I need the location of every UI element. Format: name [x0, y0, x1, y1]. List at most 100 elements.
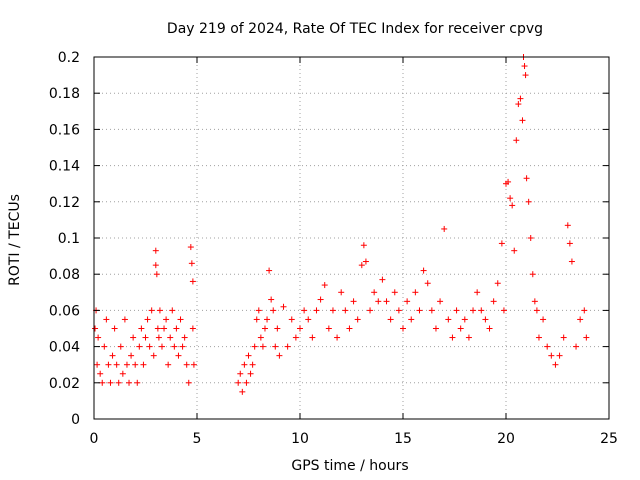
data-point — [552, 361, 559, 368]
data-point — [513, 137, 520, 144]
data-point — [581, 307, 588, 314]
data-point — [101, 343, 108, 350]
data-point — [136, 343, 143, 350]
data-point — [420, 267, 427, 274]
data-point — [321, 282, 328, 289]
data-point — [99, 379, 106, 386]
y-tick-label: 0.06 — [49, 303, 80, 319]
data-point — [535, 334, 542, 341]
x-tick-labels: 0 5 10 15 20 25 — [90, 431, 618, 447]
y-tick-label: 0.02 — [49, 376, 80, 392]
data-point — [329, 307, 336, 314]
data-point — [237, 370, 244, 377]
data-point — [171, 343, 178, 350]
data-point — [371, 289, 378, 296]
data-point — [134, 379, 141, 386]
data-point — [437, 298, 444, 305]
tick-marks — [93, 56, 610, 420]
data-point — [132, 361, 139, 368]
y-tick-label: 0.18 — [49, 86, 80, 102]
data-point — [189, 325, 196, 332]
data-point — [268, 296, 275, 303]
data-point — [465, 334, 472, 341]
data-point — [146, 343, 153, 350]
data-point — [522, 72, 529, 79]
chart-title: Day 219 of 2024, Rate Of TEC Index for r… — [167, 21, 543, 37]
data-point — [379, 276, 386, 283]
data-point — [498, 240, 505, 247]
data-point — [253, 316, 260, 323]
data-point — [153, 271, 160, 278]
data-point — [165, 361, 172, 368]
data-point — [505, 178, 512, 185]
data-point — [391, 289, 398, 296]
y-tick-labels: 0 0.02 0.04 0.06 0.08 0.1 0.12 0.14 0.16 0.18 0.2 — [49, 50, 80, 428]
data-point — [126, 379, 133, 386]
data-point — [529, 271, 536, 278]
data-point — [144, 316, 151, 323]
data-point — [190, 361, 197, 368]
data-point — [270, 307, 277, 314]
data-point — [449, 334, 456, 341]
data-point — [523, 175, 530, 182]
data-point — [560, 334, 567, 341]
data-point — [150, 352, 157, 359]
data-point — [155, 334, 162, 341]
data-point — [395, 307, 402, 314]
data-point — [152, 247, 159, 254]
data-point — [115, 379, 122, 386]
data-point — [255, 307, 262, 314]
data-point — [257, 334, 264, 341]
data-point — [564, 222, 571, 229]
data-point — [167, 334, 174, 341]
data-point — [113, 361, 120, 368]
data-point — [350, 298, 357, 305]
data-point — [148, 307, 155, 314]
data-point — [387, 316, 394, 323]
data-point — [424, 280, 431, 287]
data-points — [92, 54, 590, 395]
data-point — [490, 298, 497, 305]
data-point — [272, 343, 279, 350]
data-point — [94, 361, 101, 368]
data-point — [412, 289, 419, 296]
data-point — [177, 316, 184, 323]
data-point — [519, 117, 526, 124]
data-point — [239, 388, 246, 395]
data-point — [383, 298, 390, 305]
x-axis-label: GPS time / hours — [291, 458, 408, 474]
data-point — [241, 361, 248, 368]
y-tick-label: 0.16 — [49, 122, 80, 138]
data-point — [416, 307, 423, 314]
data-point — [517, 95, 524, 102]
data-point — [568, 258, 575, 265]
data-point — [500, 307, 507, 314]
data-point — [130, 334, 137, 341]
data-point — [280, 303, 287, 310]
y-tick-label: 0.04 — [49, 340, 80, 356]
data-point — [245, 352, 252, 359]
data-point — [264, 316, 271, 323]
data-point — [509, 202, 516, 209]
data-point — [527, 235, 534, 241]
data-point — [470, 307, 477, 314]
data-point — [95, 334, 102, 341]
data-point — [573, 343, 580, 350]
data-point — [408, 316, 415, 323]
data-point — [173, 325, 180, 332]
data-point — [292, 334, 299, 341]
data-point — [428, 307, 435, 314]
data-point — [119, 370, 126, 377]
data-point — [511, 247, 518, 254]
data-point — [521, 63, 528, 70]
y-tick-label: 0.08 — [49, 267, 80, 283]
data-point — [577, 316, 584, 323]
data-point — [274, 325, 281, 332]
data-point — [346, 325, 353, 332]
data-point — [400, 325, 406, 332]
data-point — [566, 240, 573, 247]
data-point — [494, 280, 501, 287]
data-point — [140, 361, 147, 368]
data-point — [92, 325, 99, 332]
